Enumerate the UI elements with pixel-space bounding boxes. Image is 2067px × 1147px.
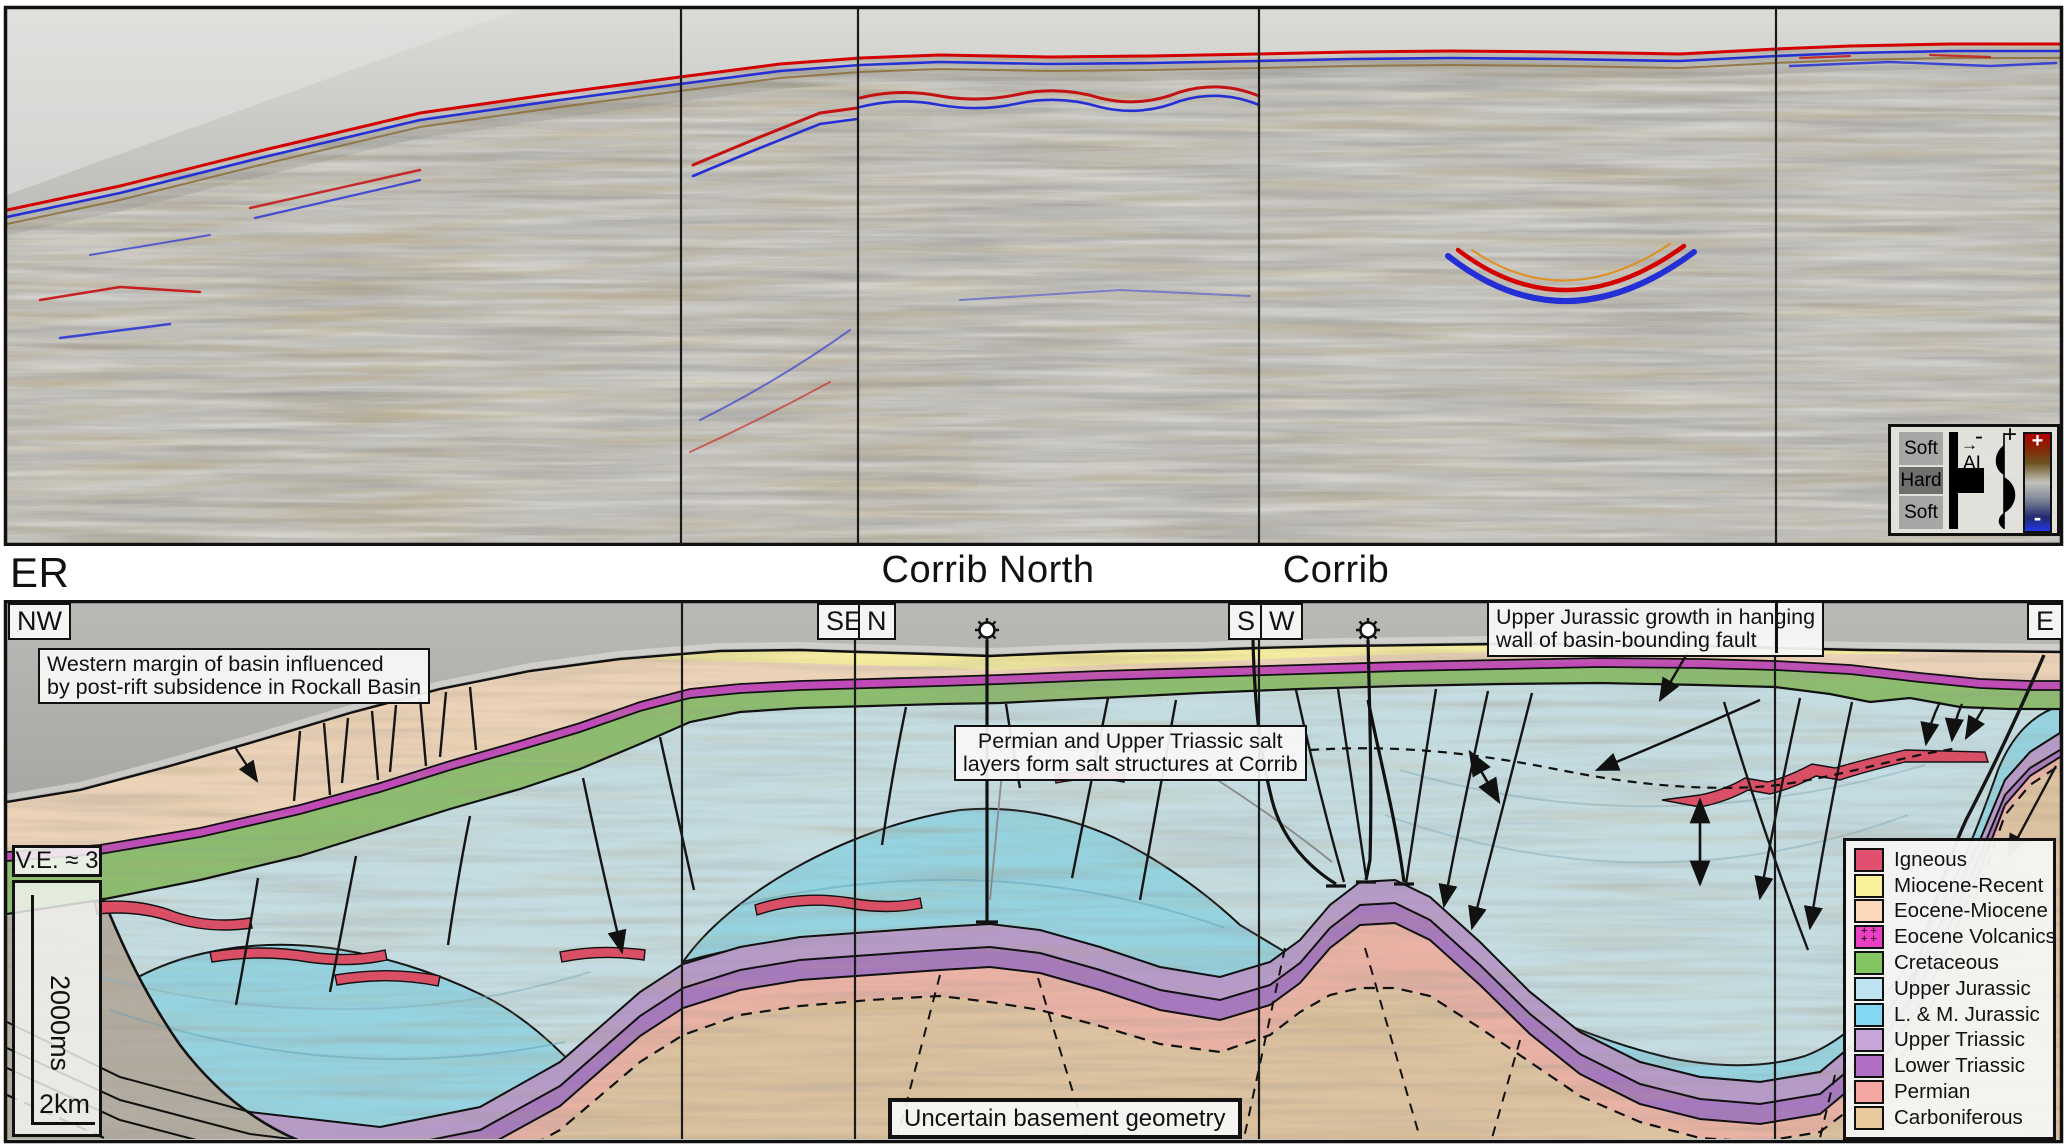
well-paths xyxy=(976,639,1414,924)
legend-rows: Igneous Miocene-Recent Eocene-Miocene + + +… xyxy=(1854,847,2056,1131)
colorbar-minus-label: - xyxy=(2033,505,2042,530)
seabed-reflector xyxy=(7,42,2060,225)
legend-swatch xyxy=(1854,951,1884,976)
legend-item: Permian xyxy=(1854,1079,2053,1105)
section-join-lines-bottom xyxy=(680,603,1777,1139)
scale-distance-axis xyxy=(31,1122,95,1125)
annotation-salt: Permian and Upper Triassic salt layers f… xyxy=(954,725,1307,781)
shallow-reflector-accents xyxy=(691,53,2058,304)
legend-swatch: + + + + xyxy=(1854,925,1884,950)
legend-swatch xyxy=(1854,1054,1884,1079)
dashed-interpretation-lines xyxy=(897,746,1959,1139)
water-lower-panel xyxy=(7,603,2060,802)
impedance-soft-upper: Soft xyxy=(1899,432,1943,465)
legend-item: Upper Jurassic xyxy=(1854,976,2053,1002)
legend-label: Lower Triassic xyxy=(1894,1054,2026,1078)
legend-swatch xyxy=(1854,1028,1884,1053)
legend-label: Carboniferous xyxy=(1894,1105,2023,1129)
annotation-western-margin: Western margin of basin influenced by po… xyxy=(38,648,431,704)
scale-box: 2000ms 2km xyxy=(12,880,102,1137)
legend-item: Cretaceous xyxy=(1854,950,2053,976)
compass-s: S xyxy=(1228,603,1265,640)
legend-item: Miocene-Recent xyxy=(1854,873,2053,899)
annotation-basement: Uncertain basement geometry xyxy=(888,1098,1242,1140)
colorbar-plus-label: + xyxy=(2031,430,2044,452)
legend-label: Permian xyxy=(1894,1080,1971,1104)
impedance-soft-lower: Soft xyxy=(1899,496,1943,529)
scale-time-label: 2000ms xyxy=(45,975,75,1072)
seismic-panel xyxy=(7,9,2060,543)
compass-n: N xyxy=(858,603,896,640)
legend-swatch xyxy=(1854,1105,1884,1130)
compass-w: W xyxy=(1260,603,1304,640)
legend-label: Cretaceous xyxy=(1894,951,1999,975)
wavelet-plus-label: + xyxy=(2003,421,2018,448)
corrib-label: Corrib xyxy=(1282,549,1390,591)
deep-reflector-accents xyxy=(38,168,1251,453)
wavelet-icon xyxy=(1995,433,2016,529)
legend-item: + + + + Eocene Volcanics xyxy=(1854,924,2056,950)
bottom-panel-border xyxy=(3,599,2064,1144)
legend-label: Upper Triassic xyxy=(1894,1028,2026,1052)
legend-swatch xyxy=(1854,847,1884,872)
legend-swatch xyxy=(1854,873,1884,898)
legend-swatch xyxy=(1854,976,1884,1001)
legend-label: Eocene Volcanics xyxy=(1894,925,2056,949)
legend-item: Carboniferous xyxy=(1854,1105,2053,1131)
label-band: ER Corrib North Corrib xyxy=(0,546,2067,600)
legend-label: Upper Jurassic xyxy=(1894,976,2031,1000)
vertical-exaggeration-box: V.E. ≈ 3 xyxy=(12,845,102,877)
top-panel-border xyxy=(3,5,2064,547)
impedance-hard: Hard xyxy=(1899,467,1943,494)
line-name-label: ER xyxy=(10,549,70,596)
legend-label: Igneous xyxy=(1894,847,1967,871)
legend-item: Upper Triassic xyxy=(1854,1028,2053,1054)
scale-time-axis xyxy=(31,895,34,1125)
impedance-log-step xyxy=(1958,468,1984,493)
legend-swatch xyxy=(1854,1080,1884,1105)
legend-item: Igneous xyxy=(1854,847,2053,873)
water-top-panel xyxy=(7,9,2060,210)
legend-swatch xyxy=(1854,899,1884,924)
polarity-inset: Soft Hard Soft → AI - + + - xyxy=(1888,421,2060,536)
section-join-line-overlay xyxy=(1775,601,1778,653)
scale-distance-label: 2km xyxy=(39,1089,91,1119)
corrib-north-label: Corrib North xyxy=(881,549,1095,591)
legend-label: L. & M. Jurassic xyxy=(1894,1002,2040,1026)
compass-e: E xyxy=(2027,603,2064,640)
impedance-log-bar xyxy=(1949,432,1958,529)
ai-label: AI xyxy=(1963,453,1981,474)
interpreted-panel xyxy=(7,603,2060,1139)
legend-item: Eocene-Miocene xyxy=(1854,899,2053,925)
legend-item: L. & M. Jurassic xyxy=(1854,1002,2053,1028)
legend-item: Lower Triassic xyxy=(1854,1053,2053,1079)
ai-arrow-icon: → xyxy=(1961,435,1978,454)
compass-nw: NW xyxy=(8,603,71,640)
stratigraphy-legend: Igneous Miocene-Recent Eocene-Miocene + + +… xyxy=(1843,838,2056,1140)
legend-label: Miocene-Recent xyxy=(1894,873,2044,897)
annotation-growth: Upper Jurassic growth in hanging wall of… xyxy=(1487,601,1825,657)
wavelet-minus-label: - xyxy=(1975,423,1983,450)
section-join-lines-top xyxy=(679,9,1778,543)
legend-label: Eocene-Miocene xyxy=(1894,899,2048,923)
legend-swatch xyxy=(1854,1002,1884,1027)
wedge-boundary-line xyxy=(101,897,299,1139)
amplitude-colorbar xyxy=(2023,432,2052,533)
